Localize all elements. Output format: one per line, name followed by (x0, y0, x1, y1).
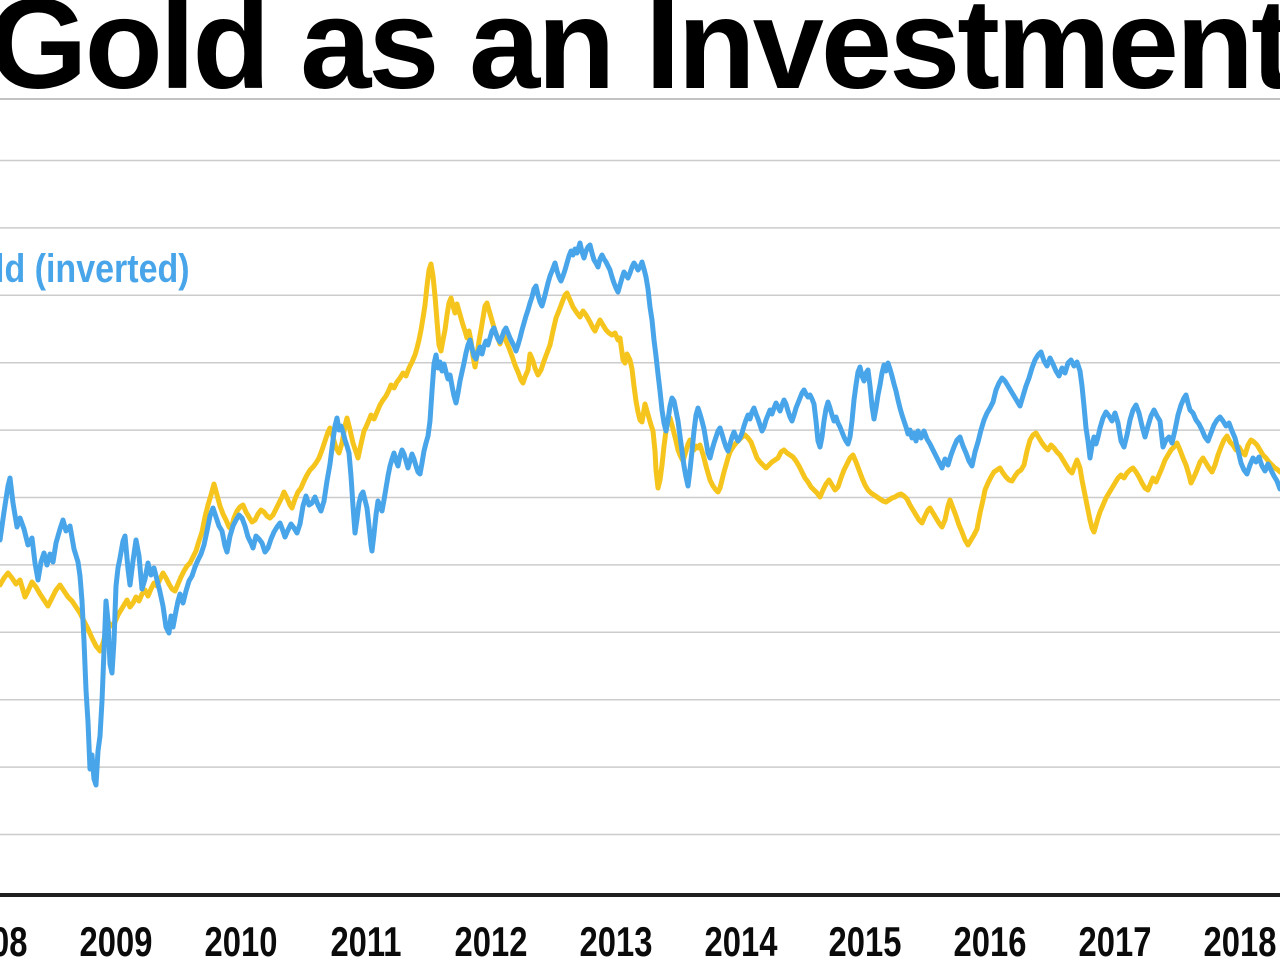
x-tick-label-2008: 2008 (0, 918, 28, 960)
x-tick-label-2009: 2009 (79, 918, 153, 960)
x-tick-label-2015: 2015 (828, 918, 902, 960)
x-tick-label-2016: 2016 (953, 918, 1027, 960)
x-tick-label-2017: 2017 (1078, 918, 1152, 960)
gold-line (0, 261, 1280, 654)
x-tick-label-2011: 2011 (330, 918, 402, 960)
x-tick-label-2010: 2010 (204, 918, 278, 960)
x-tick-label-2012: 2012 (454, 918, 528, 960)
legend-yield-label: ld (inverted) (0, 247, 190, 291)
chart-title: Gold as an Investment (0, 0, 1280, 116)
yield-line (0, 240, 1280, 788)
x-tick-label-2014: 2014 (704, 918, 778, 960)
x-tick-label-2013: 2013 (579, 918, 653, 960)
x-tick-label-2018: 2018 (1203, 918, 1277, 960)
